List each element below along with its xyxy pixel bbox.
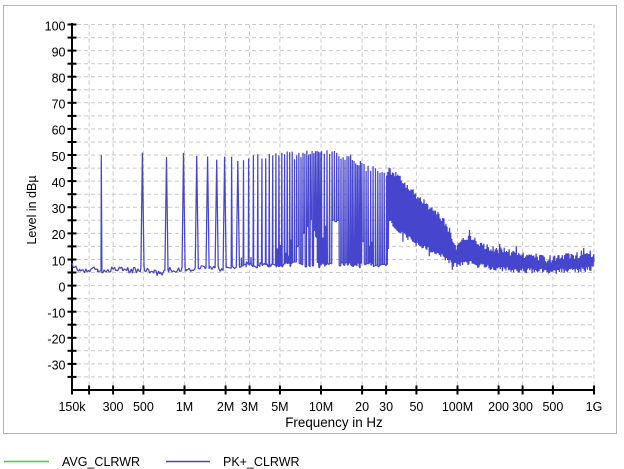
svg-text:100M: 100M bbox=[442, 400, 473, 414]
svg-text:-20: -20 bbox=[47, 333, 65, 347]
svg-text:100: 100 bbox=[45, 19, 66, 33]
svg-text:80: 80 bbox=[52, 72, 66, 86]
svg-text:5M: 5M bbox=[271, 400, 288, 414]
svg-text:30: 30 bbox=[379, 400, 393, 414]
svg-text:10M: 10M bbox=[309, 400, 333, 414]
svg-text:60: 60 bbox=[52, 124, 66, 138]
svg-text:30: 30 bbox=[52, 202, 66, 216]
svg-text:1M: 1M bbox=[176, 400, 193, 414]
svg-text:300: 300 bbox=[103, 400, 124, 414]
svg-text:500: 500 bbox=[542, 400, 563, 414]
svg-text:300: 300 bbox=[512, 400, 533, 414]
svg-text:3M: 3M bbox=[241, 400, 258, 414]
svg-text:70: 70 bbox=[52, 98, 66, 112]
svg-text:500: 500 bbox=[133, 400, 154, 414]
svg-text:40: 40 bbox=[52, 176, 66, 190]
svg-text:-10: -10 bbox=[47, 307, 65, 321]
svg-text:90: 90 bbox=[52, 45, 66, 59]
svg-text:-30: -30 bbox=[47, 359, 65, 373]
svg-text:Frequency in Hz: Frequency in Hz bbox=[285, 415, 383, 430]
svg-text:50: 50 bbox=[409, 400, 423, 414]
svg-text:2M: 2M bbox=[217, 400, 234, 414]
svg-text:20: 20 bbox=[52, 228, 66, 242]
svg-text:Level in dBµ: Level in dBµ bbox=[25, 175, 39, 244]
svg-text:200: 200 bbox=[488, 400, 509, 414]
svg-text:20: 20 bbox=[355, 400, 369, 414]
svg-text:10: 10 bbox=[52, 254, 66, 268]
svg-text:0: 0 bbox=[59, 280, 66, 294]
svg-text:AVG_CLRWR: AVG_CLRWR bbox=[62, 455, 140, 469]
svg-text:1G: 1G bbox=[586, 400, 603, 414]
svg-text:PK+_CLRWR: PK+_CLRWR bbox=[223, 455, 300, 469]
svg-text:50: 50 bbox=[52, 150, 66, 164]
svg-text:150k: 150k bbox=[58, 400, 86, 414]
